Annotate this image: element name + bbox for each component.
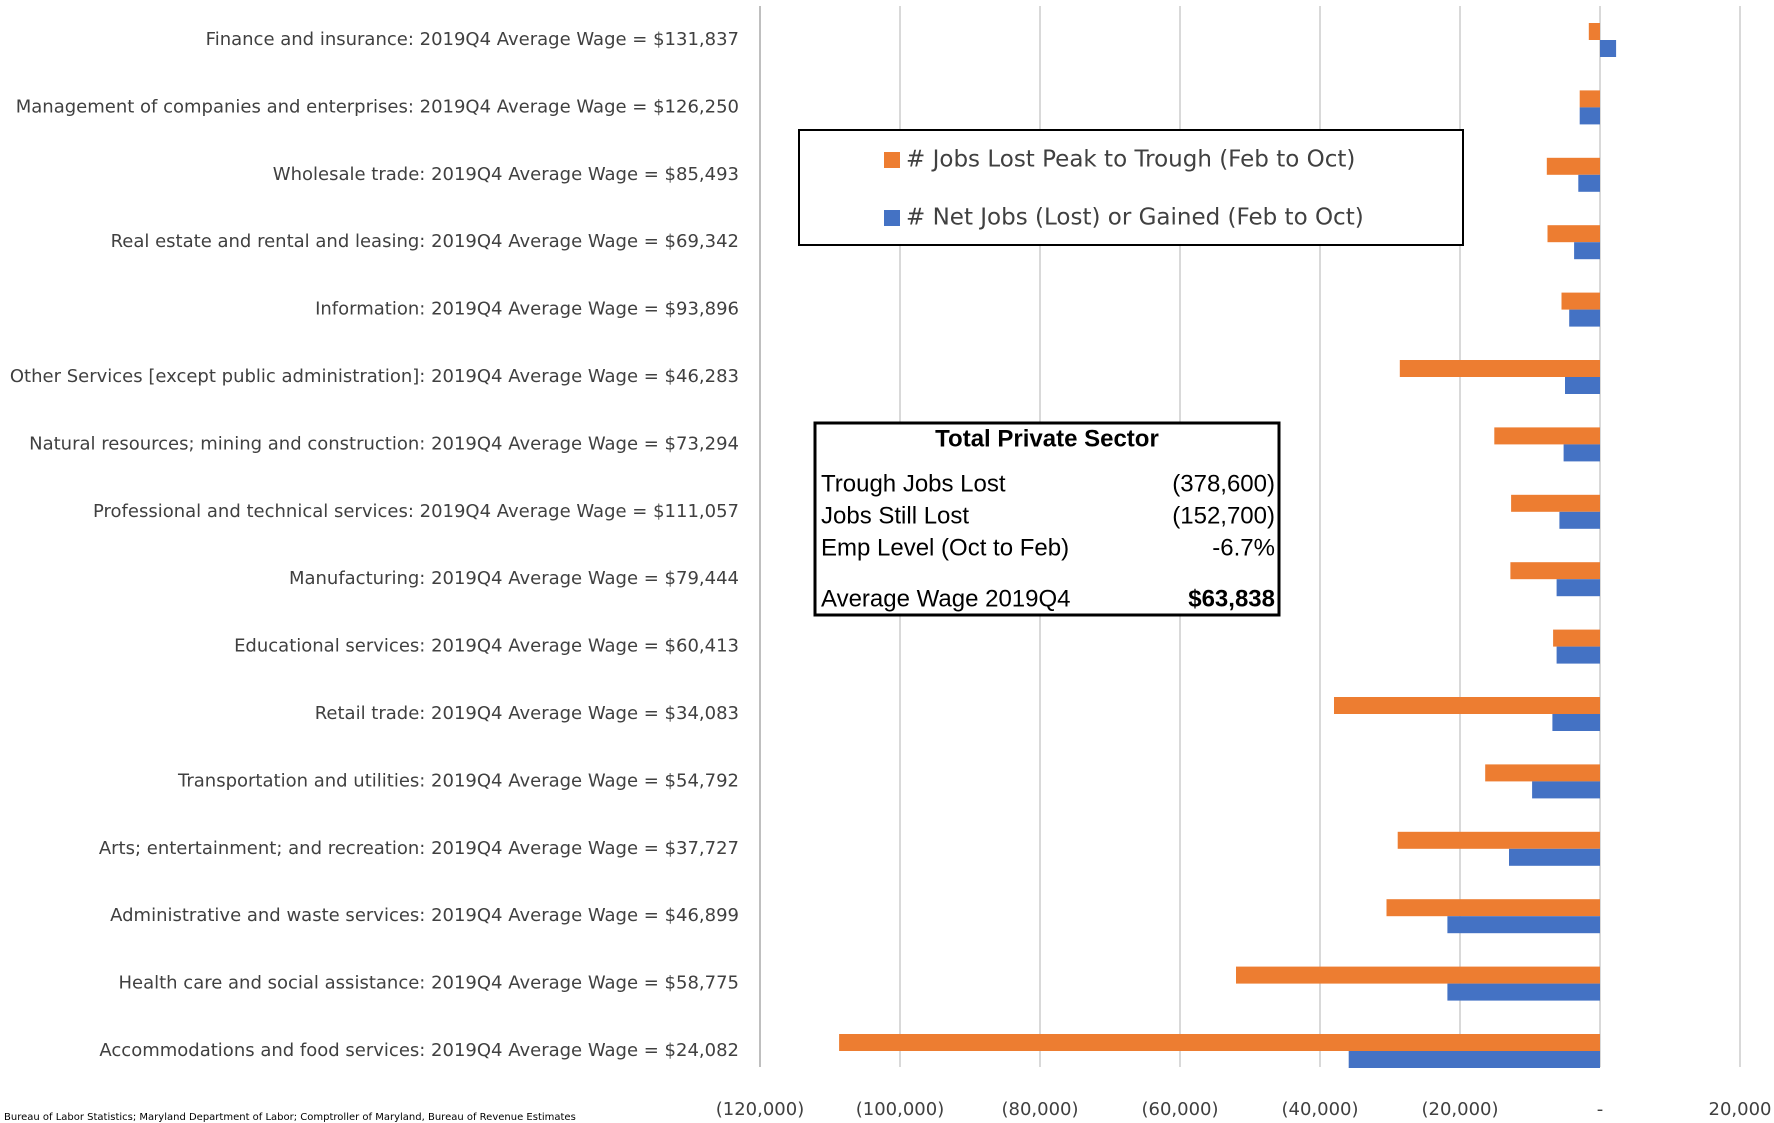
summary-value: (152,700) xyxy=(1172,502,1275,529)
x-tick-label: (60,000) xyxy=(1141,1099,1218,1120)
y-tick-label: Finance and insurance: 2019Q4 Average Wa… xyxy=(206,29,739,50)
bar xyxy=(1553,629,1600,647)
x-tick-label: (40,000) xyxy=(1281,1099,1358,1120)
y-tick-label: Accommodations and food services: 2019Q4… xyxy=(99,1040,739,1061)
y-tick-label: Educational services: 2019Q4 Average Wag… xyxy=(234,636,739,657)
y-tick-label: Manufacturing: 2019Q4 Average Wage = $79… xyxy=(289,568,739,589)
bar xyxy=(839,1034,1600,1051)
bar xyxy=(1574,242,1600,260)
legend-label: # Jobs Lost Peak to Trough (Feb to Oct) xyxy=(906,147,1355,173)
y-tick-label: Retail trade: 2019Q4 Average Wage = $34,… xyxy=(315,703,739,724)
bar xyxy=(1578,174,1600,192)
summary-title: Total Private Sector xyxy=(935,425,1159,452)
x-tick-label: 20,000 xyxy=(1709,1099,1772,1120)
x-tick-label: (20,000) xyxy=(1421,1099,1498,1120)
summary-value: $63,838 xyxy=(1188,585,1275,612)
x-tick-label: - xyxy=(1597,1099,1604,1120)
y-tick-label: Professional and technical services: 201… xyxy=(93,501,739,522)
summary-label: Trough Jobs Lost xyxy=(821,470,1006,497)
legend-box xyxy=(798,129,1464,246)
summary-box xyxy=(813,421,1281,617)
bar xyxy=(1510,562,1600,580)
bar xyxy=(1509,848,1600,866)
y-tick-label: Information: 2019Q4 Average Wage = $93,8… xyxy=(315,299,739,320)
y-tick-label: Management of companies and enterprises:… xyxy=(16,96,739,117)
bar xyxy=(1386,899,1600,917)
summary-value: -6.7% xyxy=(1212,534,1275,561)
bar xyxy=(1348,1051,1600,1068)
bar xyxy=(1552,714,1600,731)
legend-label: # Net Jobs (Lost) or Gained (Feb to Oct) xyxy=(906,205,1364,231)
bar xyxy=(1600,40,1617,57)
bar xyxy=(1588,23,1600,40)
bar xyxy=(1334,697,1600,714)
y-tick-label: Transportation and utilities: 2019Q4 Ave… xyxy=(177,770,739,791)
summary-value: (378,600) xyxy=(1172,470,1275,497)
y-tick-label: Natural resources; mining and constructi… xyxy=(29,433,739,454)
bar xyxy=(1565,377,1600,394)
y-tick-label: Administrative and waste services: 2019Q… xyxy=(110,905,739,926)
bar xyxy=(1547,225,1600,243)
summary-label: Jobs Still Lost xyxy=(821,502,969,529)
bar xyxy=(1397,831,1600,849)
summary-label: Emp Level (Oct to Feb) xyxy=(821,534,1069,561)
x-tick-label: (120,000) xyxy=(716,1099,804,1120)
bar xyxy=(1561,292,1600,310)
bar xyxy=(1569,309,1600,327)
bar xyxy=(1556,579,1600,597)
x-tick-label: (80,000) xyxy=(1001,1099,1078,1120)
bar xyxy=(1579,90,1600,108)
bar xyxy=(1563,444,1600,462)
y-tick-label: Wholesale trade: 2019Q4 Average Wage = $… xyxy=(273,164,739,185)
bar xyxy=(1236,966,1600,984)
bar xyxy=(1532,781,1600,799)
y-tick-label: Other Services [except public administra… xyxy=(10,366,739,387)
bar xyxy=(1546,157,1600,175)
bar xyxy=(1511,494,1600,512)
summary-label: Average Wage 2019Q4 xyxy=(821,585,1071,612)
bar xyxy=(1399,360,1600,377)
bar xyxy=(1447,916,1600,934)
legend-swatch xyxy=(884,152,900,168)
source-note: Bureau of Labor Statistics; Maryland Dep… xyxy=(4,1112,576,1123)
y-tick-label: Real estate and rental and leasing: 2019… xyxy=(111,231,739,252)
bar xyxy=(1556,646,1600,664)
x-tick-label: (100,000) xyxy=(856,1099,944,1120)
bar xyxy=(1485,764,1600,782)
legend-swatch xyxy=(884,210,900,226)
bar xyxy=(1447,983,1600,1001)
bar xyxy=(1494,427,1600,445)
y-tick-label: Health care and social assistance: 2019Q… xyxy=(118,973,739,994)
bar xyxy=(1579,107,1600,125)
y-tick-label: Arts; entertainment; and recreation: 201… xyxy=(99,838,739,859)
bar xyxy=(1559,511,1600,529)
